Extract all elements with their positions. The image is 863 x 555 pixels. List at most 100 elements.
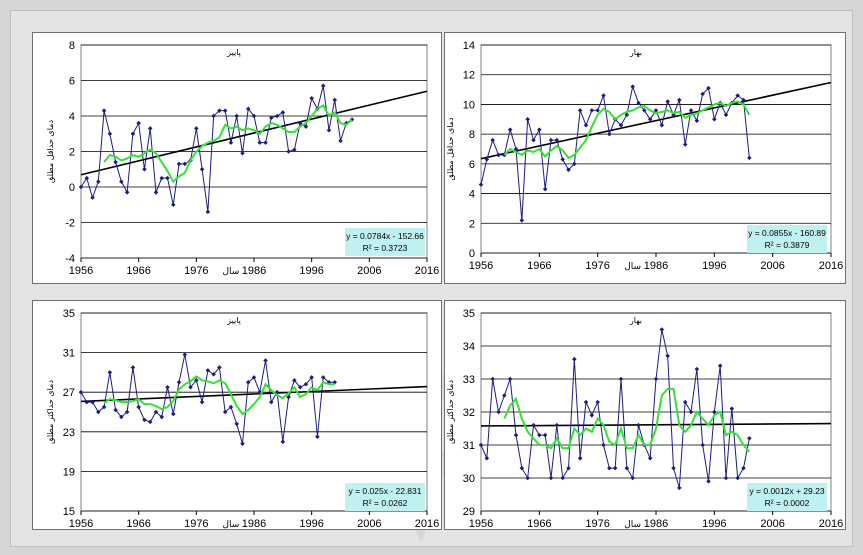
chart-0-observed-point <box>274 113 280 119</box>
chart-1-y-tick-label: 0 <box>469 248 475 260</box>
chart-2-observed-point <box>280 439 286 444</box>
chart-3-y-tick-label: 33 <box>463 374 475 386</box>
chart-1-y-tick-label: 8 <box>469 129 475 141</box>
chart-2-observed-point <box>240 441 245 446</box>
chart-3-title: بهار <box>629 316 642 325</box>
chart-2-x-tick-label: 1996 <box>299 518 323 529</box>
chart-0-observed-point <box>147 126 153 131</box>
chart-0-trend-line <box>80 90 428 176</box>
chart-3-x-tick-label: 1956 <box>469 518 493 529</box>
chart-2-observed-point <box>269 399 274 405</box>
chart-2-observed-point <box>130 365 136 370</box>
chart-0-observed-point <box>228 140 234 145</box>
chart-0-observed-point <box>269 115 274 121</box>
chart-0-observed-point <box>211 113 216 119</box>
chart-0-observed-point <box>217 108 222 113</box>
chart-3-y-tick-label: 30 <box>463 473 475 485</box>
chart-1-y-tick-label: 12 <box>463 70 475 82</box>
chart-3-observed-point <box>577 455 583 461</box>
chart-0-observed-point <box>263 140 268 145</box>
chart-1-observed-point <box>723 112 729 118</box>
chart-0-observed-point <box>90 195 95 200</box>
chart-1-x-tick-label: 1996 <box>702 260 726 272</box>
chart-1-observed-point <box>653 108 659 113</box>
chart-2-observed-point <box>101 404 107 410</box>
chart-0-observed-point <box>309 95 314 101</box>
chart-1-equation: y = 0.0855x - 160.89 <box>748 228 826 238</box>
chart-spring-max: 29 30 31 32 33 34 35 1956 1966 1976 1986 1996 2006 20… <box>446 308 843 529</box>
chart-1-observed-point <box>490 137 495 143</box>
chart-3-observed-point <box>618 376 624 382</box>
chart-0-observed-point <box>142 166 147 172</box>
chart-3-y-tick-label: 29 <box>463 506 475 518</box>
chart-2-observed-point <box>309 375 314 380</box>
chart-2-y-tick-label: 31 <box>63 348 75 360</box>
chart-panel-autumn-max: 15 19 23 27 31 35 1956 1966 1976 1986 1996 2006 2016… <box>32 300 442 530</box>
chart-2-x-tick-label: 1966 <box>126 518 150 529</box>
chart-spring-min: 0 2 4 6 8 10 12 14 1956 1966 1976 1986 1996 2006 2016 ب… <box>446 40 843 272</box>
chart-1-ylabel: دمای حداقل مطلق <box>446 117 455 180</box>
chart-0-equation-box <box>345 228 425 256</box>
chart-1-moving-average-line <box>503 100 751 160</box>
chart-1-y-tick-label: 14 <box>463 40 475 52</box>
chart-0-y-tick-label: 2 <box>69 147 75 159</box>
chart-2-observed-point <box>251 375 257 380</box>
chart-3-observed-point <box>671 465 676 471</box>
chart-3-observed-point <box>729 406 735 411</box>
chart-3-observed-point <box>636 422 641 428</box>
chart-0-observed-point <box>124 190 130 195</box>
chart-1-r-squared: R² = 0.3879 <box>765 240 810 250</box>
chart-1-x-tick-label: 1966 <box>527 260 551 272</box>
chart-1-observed-point <box>601 93 606 98</box>
chart-0-xlabel: سال <box>223 267 240 277</box>
chart-0-equation: y = 0.0784x - 152.66 <box>346 231 424 241</box>
chart-3-observed-point <box>706 479 711 484</box>
chart-autumn-min: -4 -2 0 2 4 6 8 1956 1966 1976 1986 1996 2006 2016 پای… <box>46 40 439 277</box>
chart-0-x-tick-label: 1986 <box>242 265 266 277</box>
chart-1-observed-point <box>548 137 554 143</box>
chart-2-observed-point <box>119 414 124 420</box>
chart-2-observed-point <box>142 417 147 423</box>
chart-3-r-squared: R² = 0.0002 <box>765 498 810 508</box>
chart-0-moving-average-line <box>103 103 353 184</box>
chart-2-equation: y = 0.025x - 22.831 <box>348 486 421 496</box>
chart-3-observed-point <box>723 475 729 481</box>
chart-1-x-tick-label: 1986 <box>644 260 668 272</box>
chart-0-y-tick-label: -4 <box>65 253 75 265</box>
chart-2-observed-point <box>315 434 320 440</box>
chart-0-title: پاییز <box>226 48 241 57</box>
chart-1-x-tick-label: 1956 <box>469 260 493 272</box>
chart-1-y-tick-label: 4 <box>469 189 475 201</box>
chart-0-x-tick-label: 1956 <box>69 265 93 277</box>
chart-2-observed-point <box>199 399 205 405</box>
chart-2-x-tick-label: 1986 <box>242 518 266 529</box>
chart-1-observed-point <box>688 108 694 113</box>
chart-3-ylabel: دمای حداکثر مطلق <box>446 380 455 444</box>
chart-2-y-tick-label: 15 <box>63 506 75 518</box>
chart-3-x-tick-label: 1996 <box>702 518 726 529</box>
chart-1-y-tick-label: 6 <box>469 159 475 171</box>
chart-2-x-tick-label: 2016 <box>415 518 439 529</box>
chart-2-y-tick-label: 27 <box>63 387 75 399</box>
chart-2-observed-point <box>159 414 164 420</box>
chart-0-r-squared: R² = 0.3723 <box>363 243 408 253</box>
chart-1-y-tick-label: 2 <box>469 218 475 230</box>
chart-2-x-tick-label: 1976 <box>184 518 208 529</box>
chart-2-title: پاییز <box>226 316 241 325</box>
chart-3-x-tick-label: 1986 <box>644 518 668 529</box>
chart-3-xlabel: سال <box>624 520 641 529</box>
chart-2-x-tick-label: 1956 <box>69 518 93 529</box>
chart-3-y-tick-label: 35 <box>463 308 475 320</box>
chart-panel-spring-max: 29 30 31 32 33 34 35 1956 1966 1976 1986 1996 2006 20… <box>444 300 846 530</box>
chart-0-y-tick-label: 4 <box>69 111 75 123</box>
chart-1-observed-point <box>531 137 536 143</box>
chart-0-x-tick-label: 2016 <box>415 265 439 277</box>
chart-0-x-tick-label: 2006 <box>357 265 381 277</box>
chart-3-observed-point <box>647 455 653 461</box>
chart-1-y-tick-label: 10 <box>463 99 475 111</box>
chart-1-observed-point <box>636 100 641 106</box>
chart-2-observed-point <box>113 407 118 413</box>
chart-3-x-tick-label: 2006 <box>760 518 784 529</box>
chart-3-y-tick-label: 34 <box>463 341 475 353</box>
chart-1-equation-box <box>747 225 827 253</box>
